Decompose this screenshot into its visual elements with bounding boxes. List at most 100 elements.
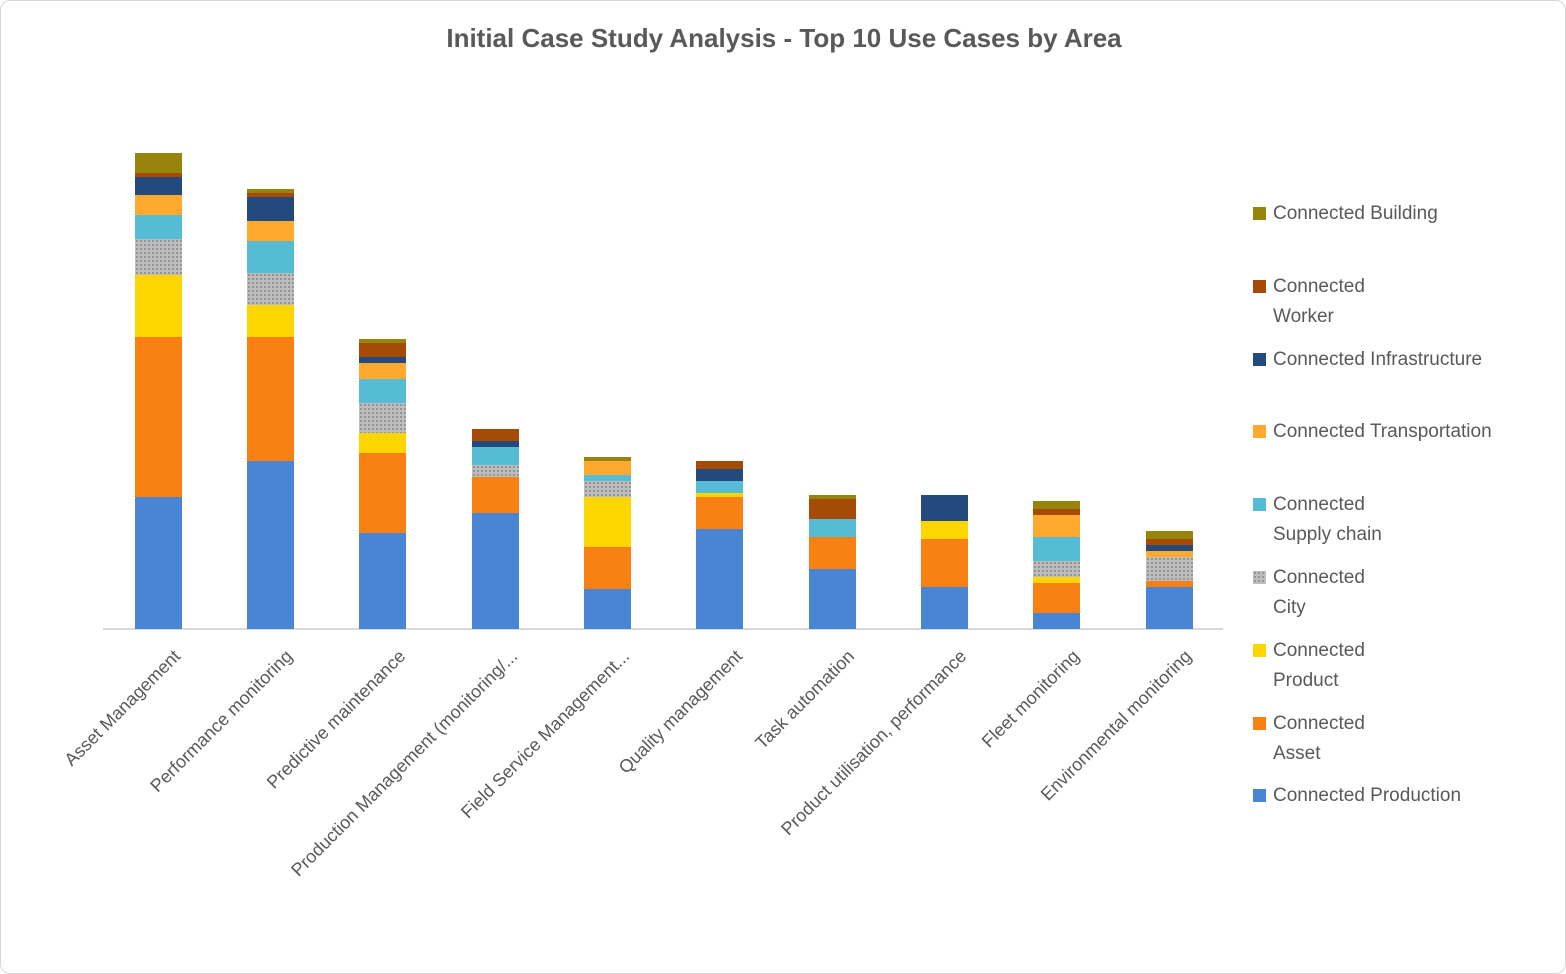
bar-segment-connected-asset — [920, 539, 968, 587]
x-axis-label: Production Management (monitoring/... — [287, 646, 522, 881]
bar-segment-connected-asset — [696, 497, 744, 529]
bar-segment-connected-production — [359, 533, 407, 629]
stacked-bar — [1033, 501, 1081, 629]
bar-segment-connected-infrastructure — [246, 197, 294, 221]
bar-segment-connected-production — [583, 589, 631, 629]
x-axis-label: Fleet monitoring — [977, 646, 1083, 752]
legend-swatch — [1253, 789, 1266, 803]
bar-segment-connected-infrastructure — [471, 441, 519, 447]
bar-segment-connected-production — [1033, 613, 1081, 629]
bar-segment-connected-city — [1145, 557, 1193, 581]
bar-segment-connected-building — [583, 457, 631, 461]
bar-segment-connected-building — [246, 189, 294, 193]
legend-swatch — [1253, 207, 1266, 220]
bar-segment-connected-city — [359, 403, 407, 433]
bar-segment-connected-asset — [134, 337, 182, 497]
bar-segment-connected-building — [134, 153, 182, 173]
bar-segment-connected-transportation — [1033, 515, 1081, 537]
x-axis-label: Quality management — [614, 646, 746, 778]
legend-label: Connected Building — [1273, 203, 1438, 224]
bar-segment-connected-worker — [471, 429, 519, 441]
legend-item-connected-transportation: Connected Transportation — [1253, 417, 1553, 447]
stacked-bar — [696, 461, 744, 629]
bar-segment-connected-city — [471, 465, 519, 477]
bar-segment-connected-asset — [1145, 581, 1193, 587]
bar-segment-connected-product — [1033, 577, 1081, 583]
legend-label: Connected Worker — [1273, 275, 1365, 327]
legend-swatch — [1253, 571, 1266, 584]
bar-segment-connected-production — [246, 461, 294, 629]
bar-segment-connected-worker — [246, 193, 294, 197]
bar-segment-connected-building — [359, 339, 407, 343]
bar-segment-connected-supply-chain — [246, 241, 294, 273]
bar-segment-connected-infrastructure — [696, 469, 744, 481]
x-axis-label: Product utilisation, performance — [777, 646, 971, 840]
stacked-bar — [359, 339, 407, 629]
bar-segment-connected-infrastructure — [134, 177, 182, 195]
legend-label: Connected Infrastructure — [1273, 348, 1483, 370]
bar-segment-connected-product — [134, 275, 182, 337]
legend-item-connected-production: Connected Production — [1253, 781, 1553, 811]
legend-swatch — [1253, 643, 1266, 657]
chart-title: Initial Case Study Analysis - Top 10 Use… — [446, 23, 1122, 53]
bar-segment-connected-worker — [359, 343, 407, 357]
bar-segment-connected-transportation — [583, 461, 631, 475]
bar-segment-connected-supply-chain — [583, 475, 631, 481]
bar-segment-connected-asset — [808, 537, 856, 569]
bar-segment-connected-worker — [1145, 539, 1193, 545]
legend-item-connected-product: Connected Product — [1253, 636, 1553, 696]
bar-segment-connected-product — [246, 305, 294, 337]
stacked-bar — [1145, 531, 1193, 629]
x-axis-label: Asset Management — [60, 646, 185, 770]
stacked-bar — [583, 457, 631, 629]
bar-segment-connected-asset — [246, 337, 294, 461]
bar-segment-connected-production — [471, 513, 519, 629]
stacked-bar — [471, 429, 519, 629]
bar-segment-connected-asset — [583, 547, 631, 589]
bar-segment-connected-supply-chain — [134, 215, 182, 239]
bar-segment-connected-city — [1033, 561, 1081, 577]
bar-segment-connected-building — [1033, 501, 1081, 509]
bar-segment-connected-worker — [808, 499, 856, 519]
bar-segment-connected-production — [134, 497, 182, 629]
bar-segment-connected-production — [696, 529, 744, 629]
bar-segment-connected-building — [1145, 531, 1193, 539]
bar-segment-connected-asset — [1033, 583, 1081, 613]
x-axis-label: Task automation — [751, 646, 859, 753]
legend-swatch — [1253, 425, 1266, 439]
bar-segment-connected-infrastructure — [359, 357, 407, 363]
legend-swatch — [1253, 279, 1266, 293]
bar-segment-connected-building — [808, 495, 856, 499]
bar-segment-connected-transportation — [134, 195, 182, 215]
legend-item-connected-worker: Connected Worker — [1253, 272, 1553, 332]
bar-segment-connected-supply-chain — [696, 481, 744, 493]
stacked-bar — [920, 495, 968, 629]
legend-swatch — [1253, 352, 1266, 366]
bar-segment-connected-transportation — [246, 221, 294, 241]
legend-label: Connected Supply chain — [1273, 494, 1382, 546]
bar-segment-connected-production — [920, 587, 968, 629]
bar-segment-connected-production — [1145, 587, 1193, 629]
bar-segment-connected-product — [359, 433, 407, 453]
legend-label: Connected Transportation — [1273, 421, 1492, 443]
legend-label: Connected City — [1273, 567, 1365, 618]
bar-segment-connected-city — [583, 481, 631, 497]
bar-segment-connected-product — [583, 497, 631, 547]
bar-segment-connected-supply-chain — [471, 447, 519, 465]
legend-swatch — [1253, 498, 1266, 512]
legend-label: Connected Product — [1273, 639, 1365, 691]
bar-segment-connected-transportation — [359, 363, 407, 379]
bar-segment-connected-city — [246, 273, 294, 305]
bar-segment-connected-worker — [134, 173, 182, 177]
legend-swatch — [1253, 716, 1266, 730]
bar-segment-connected-worker — [1033, 509, 1081, 515]
bar-segment-connected-transportation — [1145, 551, 1193, 557]
bar-segment-connected-city — [134, 239, 182, 275]
legend-label: Connected Production — [1273, 785, 1462, 807]
legend-label: Connected Asset — [1273, 712, 1365, 764]
bar-segment-connected-asset — [471, 477, 519, 513]
bar-segment-connected-supply-chain — [808, 519, 856, 537]
bar-segment-connected-infrastructure — [920, 495, 968, 521]
bar-segment-connected-asset — [359, 453, 407, 533]
